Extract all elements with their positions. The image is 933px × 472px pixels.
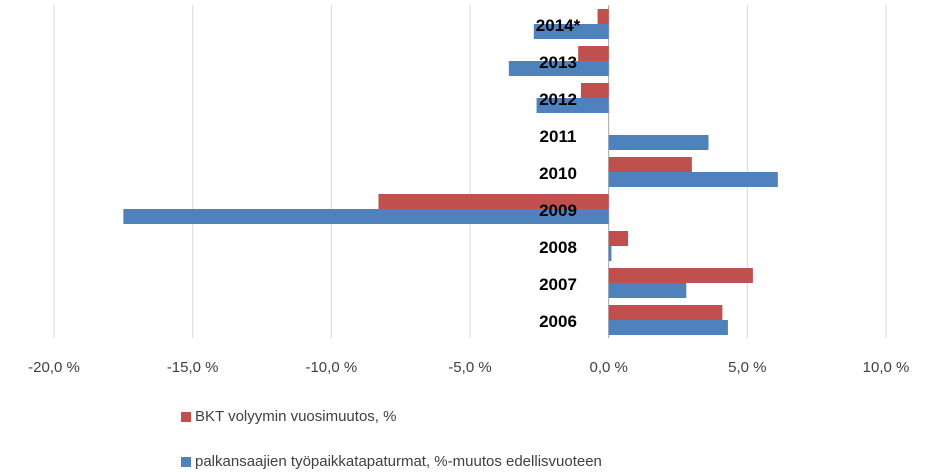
category-label: 2011: [540, 127, 577, 146]
bar: [580, 83, 609, 98]
category-label: 2012: [539, 90, 577, 109]
x-tick-label: -15,0 %: [167, 359, 219, 376]
bar: [608, 172, 778, 187]
bar: [608, 283, 687, 298]
bar: [123, 209, 609, 224]
legend-label: palkansaajien työpaikkatapaturmat, %-muu…: [195, 453, 602, 470]
category-label: 2013: [539, 53, 577, 72]
legend-swatch: [181, 412, 191, 422]
category-label: 2008: [539, 238, 577, 257]
x-tick-label: -10,0 %: [305, 359, 357, 376]
bar: [608, 268, 753, 283]
bar: [378, 194, 609, 209]
category-label: 2007: [539, 275, 577, 294]
bar: [578, 46, 609, 61]
category-label: 2014*: [536, 16, 581, 35]
legend-label: BKT volyymin vuosimuutos, %: [195, 408, 396, 425]
bar: [608, 231, 629, 246]
category-label: 2009: [539, 201, 577, 220]
bar: [608, 135, 709, 150]
x-tick-label: -20,0 %: [28, 359, 80, 376]
x-tick-label: -5,0 %: [448, 359, 491, 376]
x-tick-label: 0,0 %: [589, 359, 627, 376]
category-label: 2010: [539, 164, 577, 183]
bar: [597, 9, 609, 24]
bar: [536, 98, 609, 113]
bar: [608, 157, 692, 172]
bar: [608, 305, 723, 320]
bar: [508, 61, 609, 76]
bar: [608, 320, 728, 335]
x-tick-label: 5,0 %: [728, 359, 766, 376]
bar: [608, 246, 612, 261]
x-tick-label: 10,0 %: [863, 359, 910, 376]
bar: [533, 24, 609, 39]
legend-swatch: [181, 457, 191, 467]
category-label: 2006: [539, 312, 577, 331]
